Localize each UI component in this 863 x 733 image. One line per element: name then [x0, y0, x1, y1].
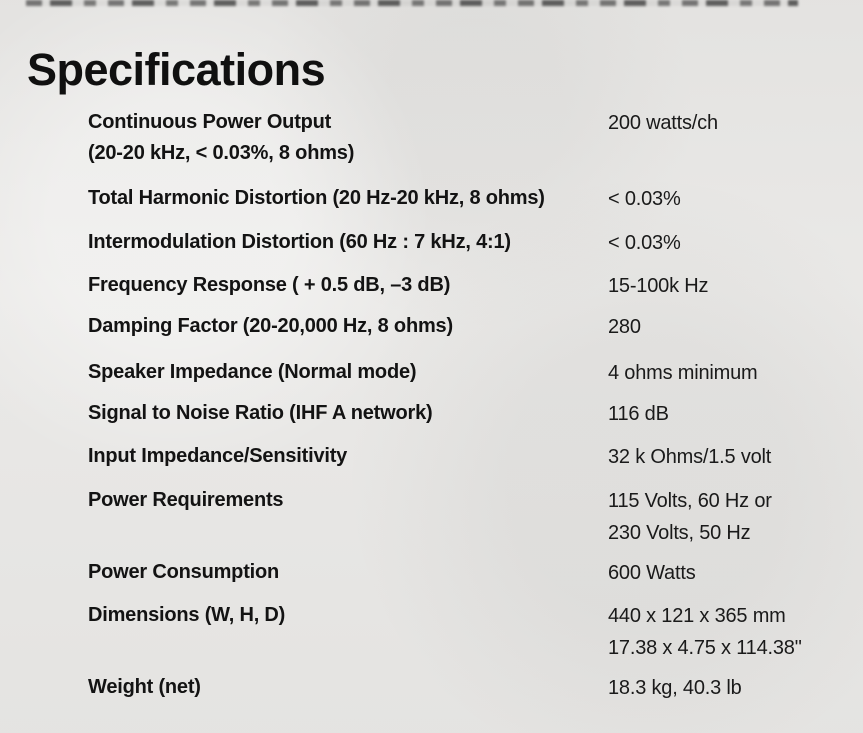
- page-title: Specifications: [27, 44, 326, 96]
- spec-value: 115 Volts, 60 Hz or 230 Volts, 50 Hz: [608, 490, 772, 544]
- spec-label: Weight (net): [88, 676, 201, 698]
- spec-label: Power Consumption: [88, 561, 280, 583]
- spec-label: Speaker Impedance (Normal mode): [88, 361, 417, 383]
- spec-value: 280: [608, 316, 641, 338]
- spec-value: 15-100k Hz: [608, 275, 709, 297]
- spec-value: 440 x 121 x 365 mm 17.38 x 4.75 x 114.38…: [608, 605, 802, 659]
- spec-value: < 0.03%: [608, 188, 681, 210]
- spec-label: Dimensions (W, H, D): [88, 604, 286, 626]
- spec-label: Continuous Power Output (20-20 kHz, < 0.…: [88, 111, 355, 164]
- spec-label: Power Requirements: [88, 489, 284, 511]
- spec-value: < 0.03%: [608, 232, 681, 254]
- spec-value: 32 k Ohms/1.5 volt: [608, 446, 772, 468]
- spec-value: 4 ohms minimum: [608, 362, 758, 384]
- spec-label: Signal to Noise Ratio (IHF A network): [88, 402, 433, 424]
- cut-off-text-artifact: [26, 0, 798, 6]
- spec-label: Intermodulation Distortion (60 Hz : 7 kH…: [88, 231, 511, 253]
- spec-label: Input Impedance/Sensitivity: [88, 445, 348, 467]
- spec-label: Frequency Response ( + 0.5 dB, –3 dB): [88, 274, 451, 296]
- spec-value: 18.3 kg, 40.3 lb: [608, 677, 742, 699]
- spec-value: 116 dB: [608, 403, 669, 425]
- spec-label: Total Harmonic Distortion (20 Hz-20 kHz,…: [88, 187, 545, 209]
- spec-value: 200 watts/ch: [608, 112, 718, 134]
- spec-label: Damping Factor (20-20,000 Hz, 8 ohms): [88, 315, 453, 337]
- spec-value: 600 Watts: [608, 562, 696, 584]
